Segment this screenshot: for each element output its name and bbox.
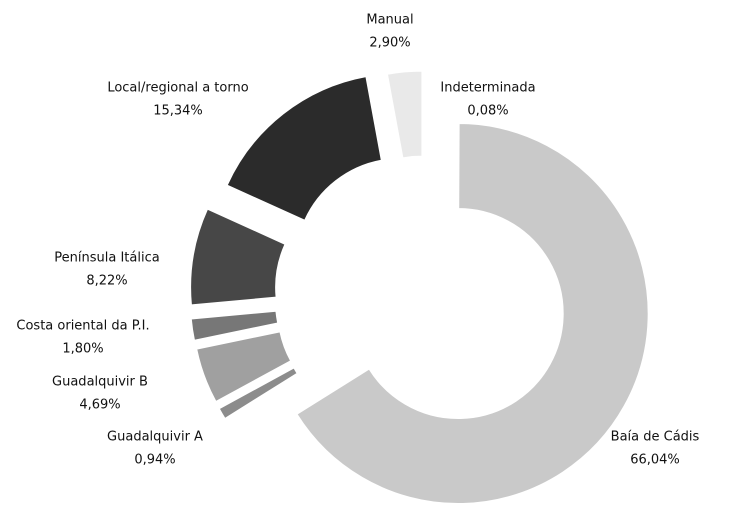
donut-slice <box>424 74 427 161</box>
slice-label: Local/regional a torno <box>107 81 248 96</box>
slice-value-label: 0,08% <box>467 104 508 119</box>
slice-label: Costa oriental da P.I. <box>16 319 149 334</box>
slice-label: Guadalquivir A <box>107 430 203 445</box>
slice-value-label: 15,34% <box>153 104 203 119</box>
donut-slice <box>196 331 292 403</box>
slice-value-label: 8,22% <box>86 274 127 289</box>
donut-slice <box>226 76 382 221</box>
slice-value-label: 1,80% <box>62 342 103 357</box>
slice-value-label: 66,04% <box>630 453 680 468</box>
slice-label: Guadalquivir B <box>52 375 148 390</box>
slice-value-label: 4,69% <box>79 398 120 413</box>
slice-value-label: 2,90% <box>369 36 410 51</box>
donut-slice <box>386 70 423 159</box>
donut-slice <box>190 208 286 306</box>
slice-label: Manual <box>366 13 413 28</box>
slice-label: Baía de Cádis <box>611 430 700 445</box>
donut-slice <box>190 310 279 341</box>
slice-label: Península Itálica <box>54 251 159 266</box>
donut-slice <box>296 123 649 504</box>
slice-label: Indeterminada <box>440 81 535 96</box>
donut-slice <box>218 367 298 420</box>
slice-value-label: 0,94% <box>134 453 175 468</box>
